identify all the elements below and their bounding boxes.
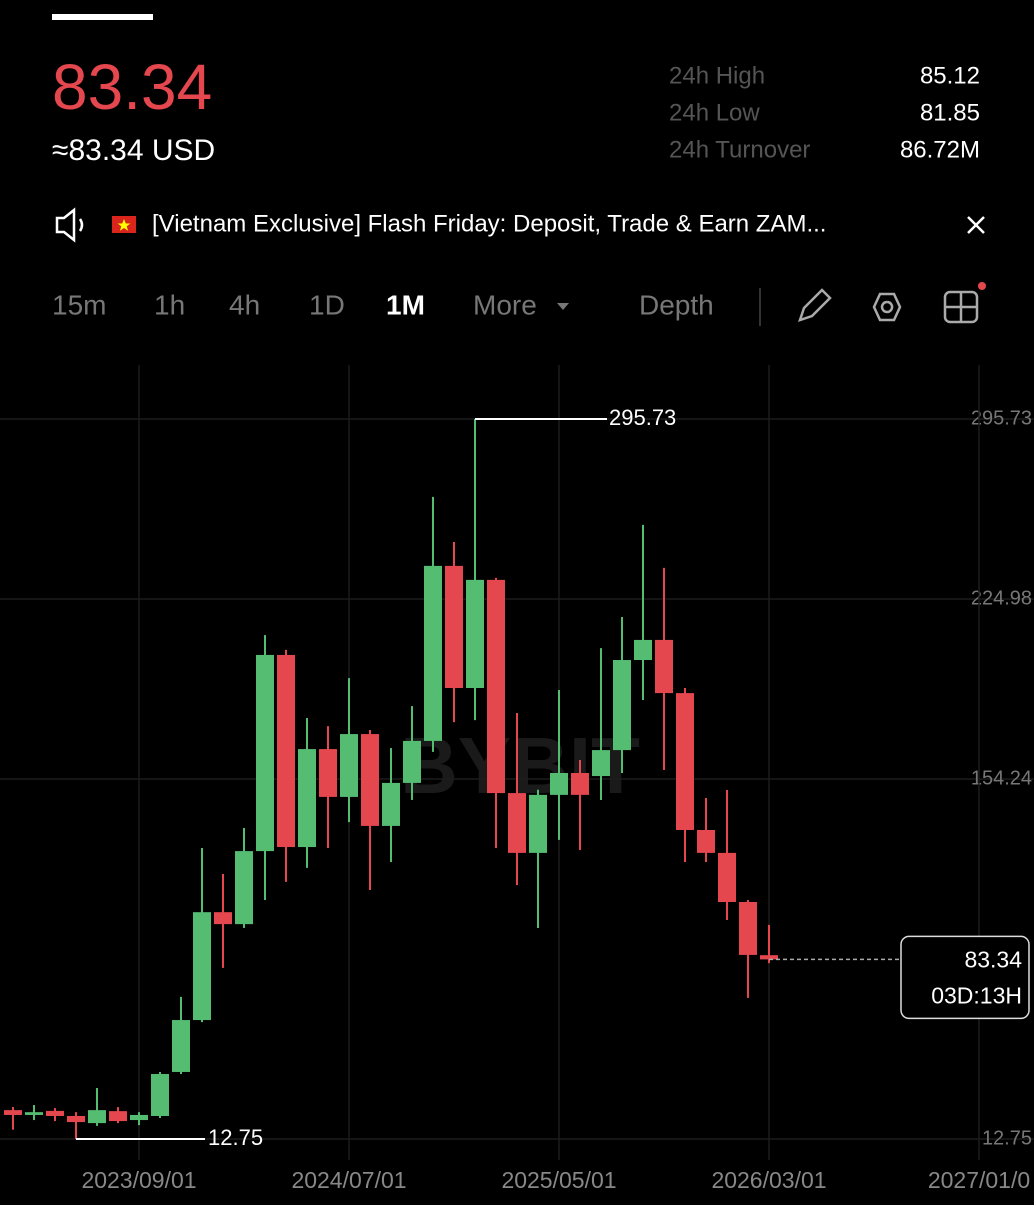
countdown: 03D:13H — [931, 982, 1022, 1008]
candle-body — [529, 794, 547, 853]
candle-body — [340, 734, 358, 797]
x-tick-label: 2025/05/01 — [501, 1167, 616, 1193]
speaker-icon — [55, 207, 84, 243]
candle-body — [508, 793, 526, 853]
y-tick-label: 295.73 — [971, 407, 1032, 429]
candle-body — [760, 955, 778, 960]
x-tick-label: 2026/03/01 — [711, 1167, 826, 1193]
candle-body — [88, 1110, 106, 1124]
candle-body — [655, 639, 673, 694]
candle-body — [550, 772, 568, 795]
candle-body — [445, 565, 463, 689]
y-tick-label: 154.24 — [971, 767, 1032, 789]
stat-label: 24h High — [669, 62, 765, 89]
candle-body — [697, 829, 715, 853]
candle-body — [718, 852, 736, 902]
last-price-box — [900, 935, 1030, 1020]
y-tick-label: 12.75 — [982, 1127, 1032, 1149]
candle-body — [424, 565, 442, 741]
tab[interactable]: 1h — [154, 289, 185, 320]
x-tick-label: 2027/01/0 — [928, 1167, 1030, 1193]
tab[interactable]: More — [473, 289, 537, 320]
tab-indicator — [52, 14, 153, 20]
x-tick-label: 2024/07/01 — [291, 1167, 406, 1193]
stat-value: 85.12 — [920, 62, 980, 89]
candle-body — [298, 749, 316, 848]
draw-icon[interactable] — [798, 288, 832, 322]
close-button[interactable] — [967, 216, 985, 234]
last-price: 83.34 — [52, 51, 212, 123]
candle-body — [256, 654, 274, 852]
candle-body — [613, 660, 631, 751]
candle-body — [382, 782, 400, 826]
layout-icon-lines — [945, 292, 977, 322]
tab[interactable]: 1D — [309, 289, 345, 320]
dropdown-arrow — [557, 303, 569, 310]
candle-body — [4, 1110, 22, 1115]
candle-body — [277, 654, 295, 848]
candle-body — [67, 1115, 85, 1123]
candle-body — [193, 912, 211, 1021]
stat-label: 24h Low — [669, 99, 760, 126]
settings-icon[interactable] — [872, 292, 902, 322]
candle-body — [403, 740, 421, 783]
candle-body — [130, 1114, 148, 1121]
candle-body — [214, 912, 232, 925]
candle-body — [487, 579, 505, 794]
usd-price: ≈83.34 USD — [52, 134, 215, 167]
low-marker-label: 12.75 — [208, 1125, 263, 1150]
stat-label: 24h Turnover — [669, 136, 810, 163]
candle-body — [319, 749, 337, 797]
candle-body — [634, 639, 652, 661]
tab[interactable]: Depth — [639, 289, 714, 320]
stat-value: 86.72M — [900, 136, 980, 163]
y-tick-label: 224.98 — [971, 587, 1032, 609]
candle-body — [151, 1073, 169, 1116]
candle-body — [235, 851, 253, 925]
last-price-label: 83.34 — [964, 946, 1022, 972]
x-tick-label: 2023/09/01 — [81, 1167, 196, 1193]
candle-body — [571, 772, 589, 795]
candle-body — [172, 1020, 190, 1072]
candle-body — [592, 750, 610, 777]
high-marker-label: 295.73 — [609, 405, 676, 430]
tab[interactable]: 4h — [229, 289, 260, 320]
tab-active[interactable]: 1M — [386, 289, 425, 320]
candle-body — [361, 734, 379, 826]
banner-text[interactable]: [Vietnam Exclusive] Flash Friday: Deposi… — [152, 210, 826, 237]
candle-body — [676, 693, 694, 830]
flag-star — [117, 219, 131, 231]
tab[interactable]: 15m — [52, 289, 106, 320]
candle-body — [25, 1112, 43, 1115]
candle-body — [109, 1111, 127, 1122]
candle-body — [466, 579, 484, 689]
notification-dot — [978, 282, 986, 290]
candle-body — [739, 901, 757, 955]
stat-value: 81.85 — [920, 99, 980, 126]
candle-body — [46, 1110, 64, 1116]
